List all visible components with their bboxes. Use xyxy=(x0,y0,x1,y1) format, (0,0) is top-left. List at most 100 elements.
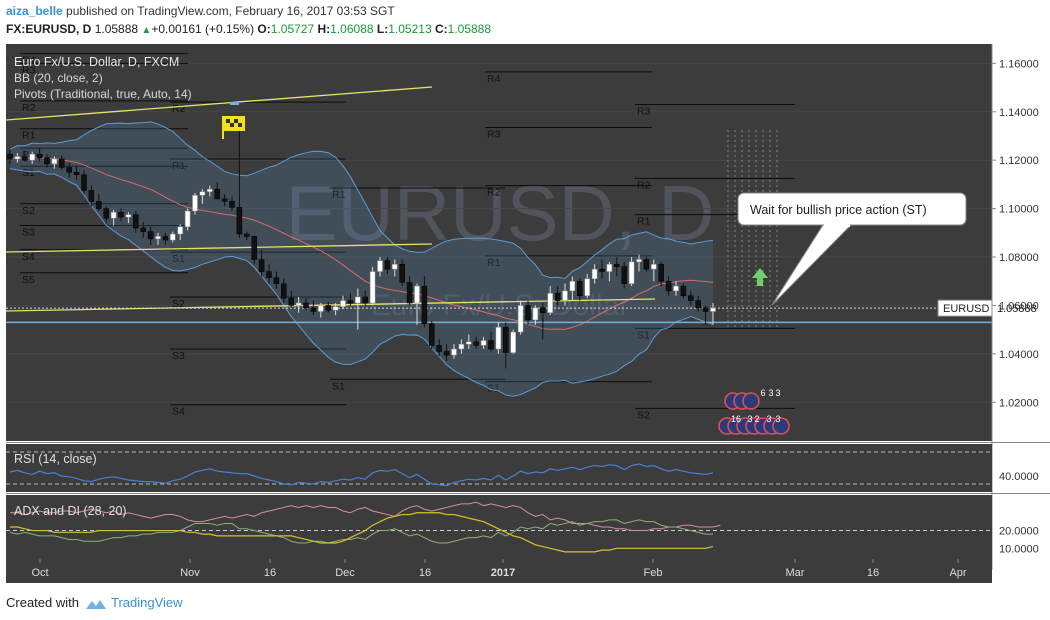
candle[interactable] xyxy=(59,155,65,170)
candle[interactable] xyxy=(295,296,302,313)
candle[interactable] xyxy=(414,283,420,325)
candle[interactable] xyxy=(643,257,650,272)
candle[interactable] xyxy=(340,295,346,310)
candle[interactable] xyxy=(125,212,132,224)
candle[interactable] xyxy=(118,208,124,221)
candle[interactable] xyxy=(443,344,450,362)
candle[interactable] xyxy=(325,301,331,313)
candle[interactable] xyxy=(651,259,657,282)
rsi-pane[interactable] xyxy=(6,444,992,492)
candle[interactable] xyxy=(184,208,191,231)
candle[interactable] xyxy=(614,257,620,277)
candle[interactable] xyxy=(399,259,405,287)
candle[interactable] xyxy=(606,261,613,282)
candle[interactable] xyxy=(347,293,354,306)
candle[interactable] xyxy=(36,148,43,162)
candle[interactable] xyxy=(658,261,664,287)
candle[interactable] xyxy=(680,283,687,299)
candle[interactable] xyxy=(525,300,531,325)
candle[interactable] xyxy=(473,336,479,350)
flag-icon[interactable] xyxy=(222,116,245,139)
candle[interactable] xyxy=(355,288,361,330)
candle[interactable] xyxy=(517,300,524,335)
candle[interactable] xyxy=(7,149,13,164)
candle[interactable] xyxy=(362,290,368,306)
candle[interactable] xyxy=(673,281,679,296)
candle[interactable] xyxy=(177,224,183,241)
candle[interactable] xyxy=(480,336,487,350)
candle[interactable] xyxy=(155,232,161,245)
candle[interactable] xyxy=(310,300,317,316)
candle[interactable] xyxy=(466,334,472,350)
candle[interactable] xyxy=(695,295,701,312)
candle[interactable] xyxy=(29,151,35,164)
candle[interactable] xyxy=(96,194,102,212)
candle[interactable] xyxy=(510,329,516,354)
event-icon[interactable] xyxy=(772,417,790,435)
candle[interactable] xyxy=(258,249,265,277)
candle[interactable] xyxy=(562,283,568,306)
candle[interactable] xyxy=(73,166,80,180)
candle[interactable] xyxy=(429,321,435,350)
candle[interactable] xyxy=(392,259,398,277)
candle[interactable] xyxy=(369,266,376,306)
candle[interactable] xyxy=(547,286,553,316)
candle[interactable] xyxy=(451,344,457,359)
candle[interactable] xyxy=(436,339,442,357)
candle[interactable] xyxy=(214,181,220,200)
candle[interactable] xyxy=(577,278,583,301)
candle[interactable] xyxy=(628,257,635,287)
candle[interactable] xyxy=(140,221,146,238)
candle[interactable] xyxy=(207,185,213,197)
candle[interactable] xyxy=(377,257,383,277)
candle[interactable] xyxy=(221,194,228,207)
candle[interactable] xyxy=(162,232,169,245)
candle[interactable] xyxy=(244,231,250,241)
candle[interactable] xyxy=(540,303,546,340)
candle[interactable] xyxy=(384,257,391,274)
candle[interactable] xyxy=(710,303,716,325)
adx-pane[interactable] xyxy=(6,495,992,559)
candle[interactable] xyxy=(88,185,95,207)
time-axis[interactable] xyxy=(6,559,992,583)
upper-trendline[interactable] xyxy=(5,86,433,121)
candle[interactable] xyxy=(14,152,21,163)
candle[interactable] xyxy=(599,259,605,279)
candle[interactable] xyxy=(584,273,590,299)
candle[interactable] xyxy=(621,261,627,289)
candle[interactable] xyxy=(44,154,50,168)
candle[interactable] xyxy=(81,169,87,195)
candle[interactable] xyxy=(636,254,642,272)
candle[interactable] xyxy=(103,206,109,224)
candle[interactable] xyxy=(22,150,28,162)
price-axis[interactable]: 1.16000 1.14000 1.12000 1.10000 1.08000 1.060… xyxy=(992,58,1039,409)
candle[interactable] xyxy=(236,115,243,238)
candle[interactable] xyxy=(702,305,709,325)
candle[interactable] xyxy=(170,231,176,243)
candle[interactable] xyxy=(192,192,198,215)
candle[interactable] xyxy=(199,189,206,204)
candle[interactable] xyxy=(488,332,494,352)
candle[interactable] xyxy=(266,264,272,284)
candle[interactable] xyxy=(688,290,694,306)
candle[interactable] xyxy=(318,303,324,318)
candle[interactable] xyxy=(332,303,339,316)
candle[interactable] xyxy=(251,235,257,265)
candle[interactable] xyxy=(421,276,428,328)
candle[interactable] xyxy=(303,298,309,311)
candle[interactable] xyxy=(229,196,235,212)
candle[interactable] xyxy=(110,209,117,226)
candle[interactable] xyxy=(51,156,58,169)
candle[interactable] xyxy=(406,276,413,306)
candle[interactable] xyxy=(458,339,465,354)
candle[interactable] xyxy=(569,276,576,301)
up-arrow-icon[interactable] xyxy=(752,268,768,286)
candle[interactable] xyxy=(591,264,598,284)
candle[interactable] xyxy=(273,271,280,289)
candles[interactable] xyxy=(7,115,716,369)
candle[interactable] xyxy=(532,305,539,325)
candle[interactable] xyxy=(281,278,287,304)
candle[interactable] xyxy=(665,276,672,296)
chart[interactable]: EURUSD, D Euro Fx/U.S. Dollar R4R3R2R1PS… xyxy=(0,40,1050,585)
middle-trendline[interactable] xyxy=(5,243,433,253)
